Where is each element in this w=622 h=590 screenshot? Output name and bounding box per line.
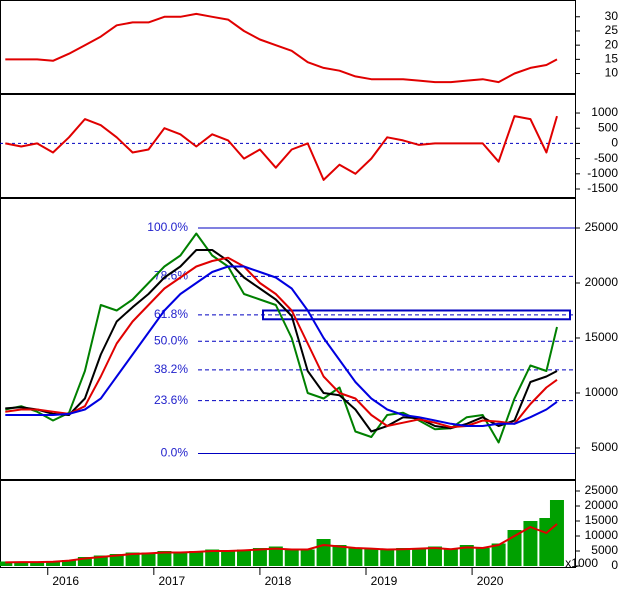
volume-bar xyxy=(523,521,538,566)
volume-bar xyxy=(46,561,61,566)
y-tick-label: 10000 xyxy=(585,528,619,542)
volume-bar xyxy=(316,539,331,566)
volume-bar xyxy=(93,555,108,566)
unit-label: x1000 xyxy=(565,556,598,570)
volume-bar xyxy=(268,546,283,566)
y-tick-label: 1000 xyxy=(591,105,618,119)
series-line xyxy=(5,249,558,433)
y-tick-label: 500 xyxy=(598,120,618,134)
panel-frame xyxy=(0,94,576,198)
volume-bar xyxy=(549,500,564,566)
volume-bar xyxy=(221,551,236,566)
x-tick-label: 2019 xyxy=(371,574,398,588)
volume-bar xyxy=(141,552,156,566)
y-tick-label: -1000 xyxy=(587,166,618,180)
y-tick-label: 20000 xyxy=(585,498,619,512)
fib-label: 100.0% xyxy=(147,220,188,234)
y-tick-label: -500 xyxy=(594,151,618,165)
x-tick-label: 2020 xyxy=(477,574,504,588)
fib-label: 50.0% xyxy=(154,333,188,347)
volume-bar xyxy=(189,551,204,566)
y-tick-label: 10000 xyxy=(585,385,619,399)
volume-bar xyxy=(237,549,252,566)
series-line xyxy=(5,232,558,444)
x-tick-label: 2017 xyxy=(158,574,185,588)
y-tick-label: 10 xyxy=(605,66,619,80)
series-line xyxy=(5,523,558,564)
y-tick-label: 20 xyxy=(605,37,619,51)
y-tick-label: 15000 xyxy=(585,330,619,344)
volume-bar xyxy=(412,548,427,566)
y-tick-label: 20000 xyxy=(585,275,619,289)
series-line xyxy=(5,12,558,84)
volume-bar xyxy=(459,545,474,566)
y-tick-label: 25000 xyxy=(585,483,619,497)
volume-bar xyxy=(77,557,92,566)
series-line xyxy=(5,115,558,181)
x-tick-label: 2018 xyxy=(265,574,292,588)
y-tick-label: 25 xyxy=(605,23,619,37)
volume-bar xyxy=(109,554,124,566)
volume-bar xyxy=(157,551,172,566)
y-tick-label: 15000 xyxy=(585,513,619,527)
y-tick-label: 0 xyxy=(611,558,618,572)
volume-bar xyxy=(427,546,442,566)
y-tick-label: 25000 xyxy=(585,220,619,234)
volume-bar xyxy=(14,561,29,566)
volume-bar xyxy=(284,549,299,566)
volume-bar xyxy=(252,548,267,566)
fib-label: 23.6% xyxy=(154,393,188,407)
panel-frame xyxy=(0,198,576,480)
y-tick-label: -1500 xyxy=(587,181,618,195)
panel-frame xyxy=(0,0,576,94)
volume-bar xyxy=(300,549,315,566)
volume-bar xyxy=(475,548,490,566)
panel-frame xyxy=(0,480,576,568)
volume-bar xyxy=(396,548,411,566)
volume-bar xyxy=(332,545,347,566)
y-tick-label: 0 xyxy=(611,136,618,150)
series-line xyxy=(5,265,558,427)
volume-bar xyxy=(0,561,13,566)
volume-bar xyxy=(491,543,506,566)
volume-bar xyxy=(364,548,379,566)
fib-label: 38.2% xyxy=(154,362,188,376)
y-tick-label: 15 xyxy=(605,52,619,66)
zone-box xyxy=(262,309,571,321)
volume-bar xyxy=(348,548,363,566)
volume-bar xyxy=(380,549,395,566)
volume-bar xyxy=(173,552,188,566)
y-tick-label: 30 xyxy=(605,9,619,23)
series-line xyxy=(5,256,558,429)
y-tick-label: 5000 xyxy=(591,440,618,454)
volume-bar xyxy=(61,560,76,566)
volume-bar xyxy=(205,549,220,566)
y-tick-label: 5000 xyxy=(591,543,618,557)
volume-bar xyxy=(443,549,458,566)
fib-label: 0.0% xyxy=(161,446,189,460)
volume-bar xyxy=(125,552,140,566)
x-tick-label: 2016 xyxy=(52,574,79,588)
volume-bar xyxy=(30,563,45,566)
fib-label: 61.8% xyxy=(154,307,188,321)
